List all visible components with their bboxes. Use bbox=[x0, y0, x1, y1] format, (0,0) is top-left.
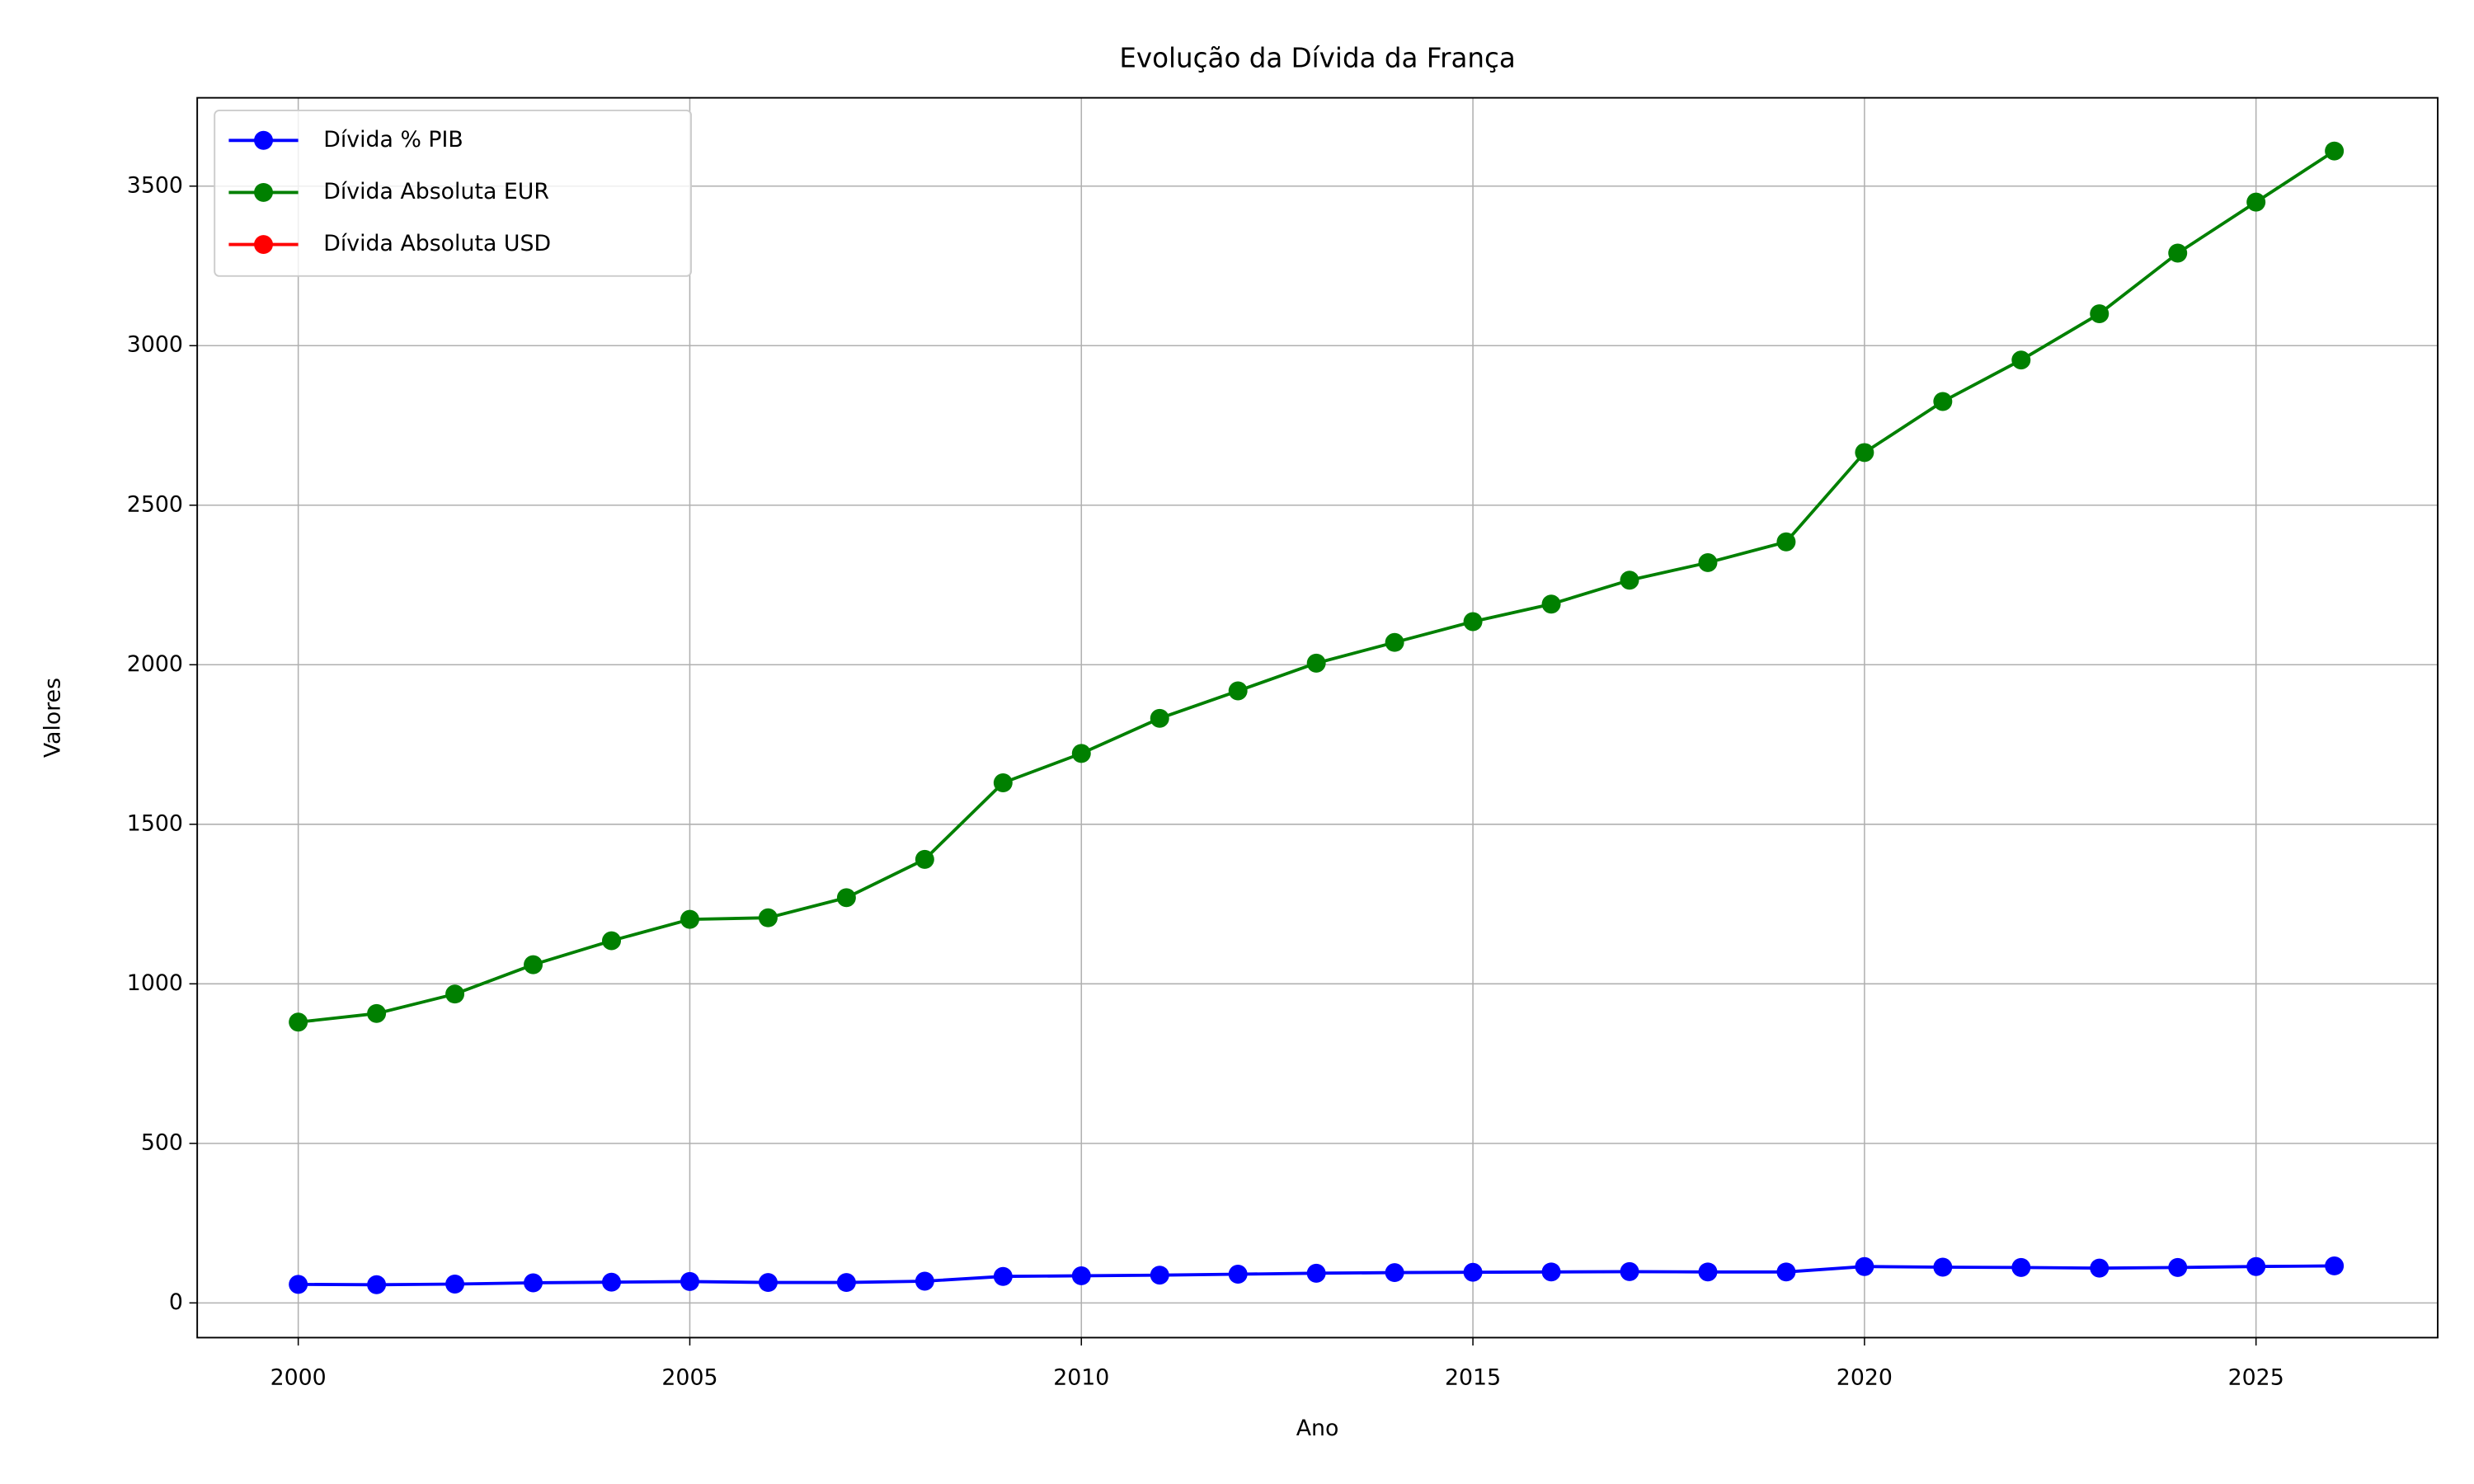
y-tick-label: 2500 bbox=[127, 491, 183, 517]
data-point bbox=[602, 931, 621, 951]
data-point bbox=[367, 1275, 387, 1294]
data-point bbox=[1306, 653, 1326, 673]
data-point bbox=[2168, 243, 2188, 263]
y-tick-label: 1500 bbox=[127, 810, 183, 836]
data-point bbox=[993, 773, 1013, 792]
data-point bbox=[836, 1273, 856, 1293]
data-point bbox=[524, 1273, 543, 1293]
data-point bbox=[289, 1275, 308, 1294]
y-tick-label: 0 bbox=[169, 1289, 183, 1315]
data-point bbox=[445, 984, 465, 1004]
x-tick-label: 2015 bbox=[1445, 1365, 1501, 1391]
data-point bbox=[2246, 192, 2266, 212]
data-point bbox=[1306, 1263, 1326, 1283]
data-point bbox=[2246, 1256, 2266, 1276]
data-point bbox=[1933, 392, 1953, 411]
legend-label: Dívida Absoluta USD bbox=[323, 231, 551, 256]
data-point bbox=[758, 1273, 778, 1293]
y-axis-label: Valores bbox=[40, 678, 66, 758]
data-point bbox=[1463, 1262, 1483, 1282]
x-tick-label: 2005 bbox=[661, 1365, 717, 1391]
legend-marker bbox=[254, 130, 273, 150]
data-point bbox=[1071, 744, 1091, 763]
data-point bbox=[1541, 1262, 1561, 1282]
data-point bbox=[1541, 594, 1561, 614]
y-tick-label: 3500 bbox=[127, 172, 183, 198]
x-tick-label: 2025 bbox=[2228, 1365, 2284, 1391]
data-point bbox=[1071, 1266, 1091, 1285]
legend-box bbox=[214, 109, 692, 277]
data-point bbox=[2090, 1258, 2109, 1278]
data-point bbox=[1620, 571, 1639, 590]
data-point bbox=[1855, 443, 1874, 463]
y-tick-label: 3000 bbox=[127, 332, 183, 358]
y-tick-label: 1000 bbox=[127, 970, 183, 996]
data-point bbox=[1698, 1262, 1718, 1282]
data-point bbox=[1855, 1256, 1874, 1276]
legend-label: Dívida % PIB bbox=[323, 127, 463, 153]
data-point bbox=[2325, 141, 2345, 161]
data-point bbox=[602, 1272, 621, 1292]
data-point bbox=[1698, 552, 1718, 572]
data-point bbox=[680, 1271, 699, 1291]
x-axis-label: Ano bbox=[1296, 1416, 1339, 1441]
data-point bbox=[680, 909, 699, 929]
data-point bbox=[1385, 1263, 1404, 1283]
x-tick-label: 2020 bbox=[1837, 1365, 1893, 1391]
data-point bbox=[915, 849, 934, 869]
y-tick-label: 2000 bbox=[127, 651, 183, 677]
data-point bbox=[445, 1275, 465, 1294]
data-point bbox=[1228, 1265, 1248, 1284]
data-point bbox=[1620, 1261, 1639, 1281]
legend-label: Dívida Absoluta EUR bbox=[323, 179, 549, 204]
data-point bbox=[1463, 612, 1483, 632]
x-tick-label: 2010 bbox=[1053, 1365, 1109, 1391]
data-point bbox=[758, 908, 778, 928]
data-point bbox=[1933, 1257, 1953, 1277]
data-point bbox=[993, 1266, 1013, 1286]
legend-marker bbox=[254, 235, 273, 255]
data-point bbox=[1385, 632, 1404, 652]
data-point bbox=[915, 1271, 934, 1291]
y-tick-label: 500 bbox=[141, 1129, 183, 1155]
legend-marker bbox=[254, 182, 273, 202]
data-point bbox=[367, 1003, 387, 1023]
data-point bbox=[1228, 681, 1248, 701]
data-point bbox=[524, 955, 543, 974]
data-point bbox=[1776, 1262, 1796, 1282]
data-point bbox=[1150, 1266, 1169, 1285]
data-point bbox=[2325, 1256, 2345, 1275]
x-tick-label: 2000 bbox=[270, 1365, 327, 1391]
data-point bbox=[2168, 1257, 2188, 1277]
plot-frame bbox=[196, 96, 2439, 1339]
chart-title: Evolução da Dívida da França bbox=[1119, 43, 1515, 74]
data-point bbox=[2011, 350, 2031, 370]
data-point bbox=[289, 1012, 308, 1032]
data-point bbox=[2011, 1257, 2031, 1277]
data-point bbox=[1150, 708, 1169, 728]
data-point bbox=[836, 888, 856, 908]
data-point bbox=[2090, 304, 2109, 324]
data-point bbox=[1776, 532, 1796, 552]
